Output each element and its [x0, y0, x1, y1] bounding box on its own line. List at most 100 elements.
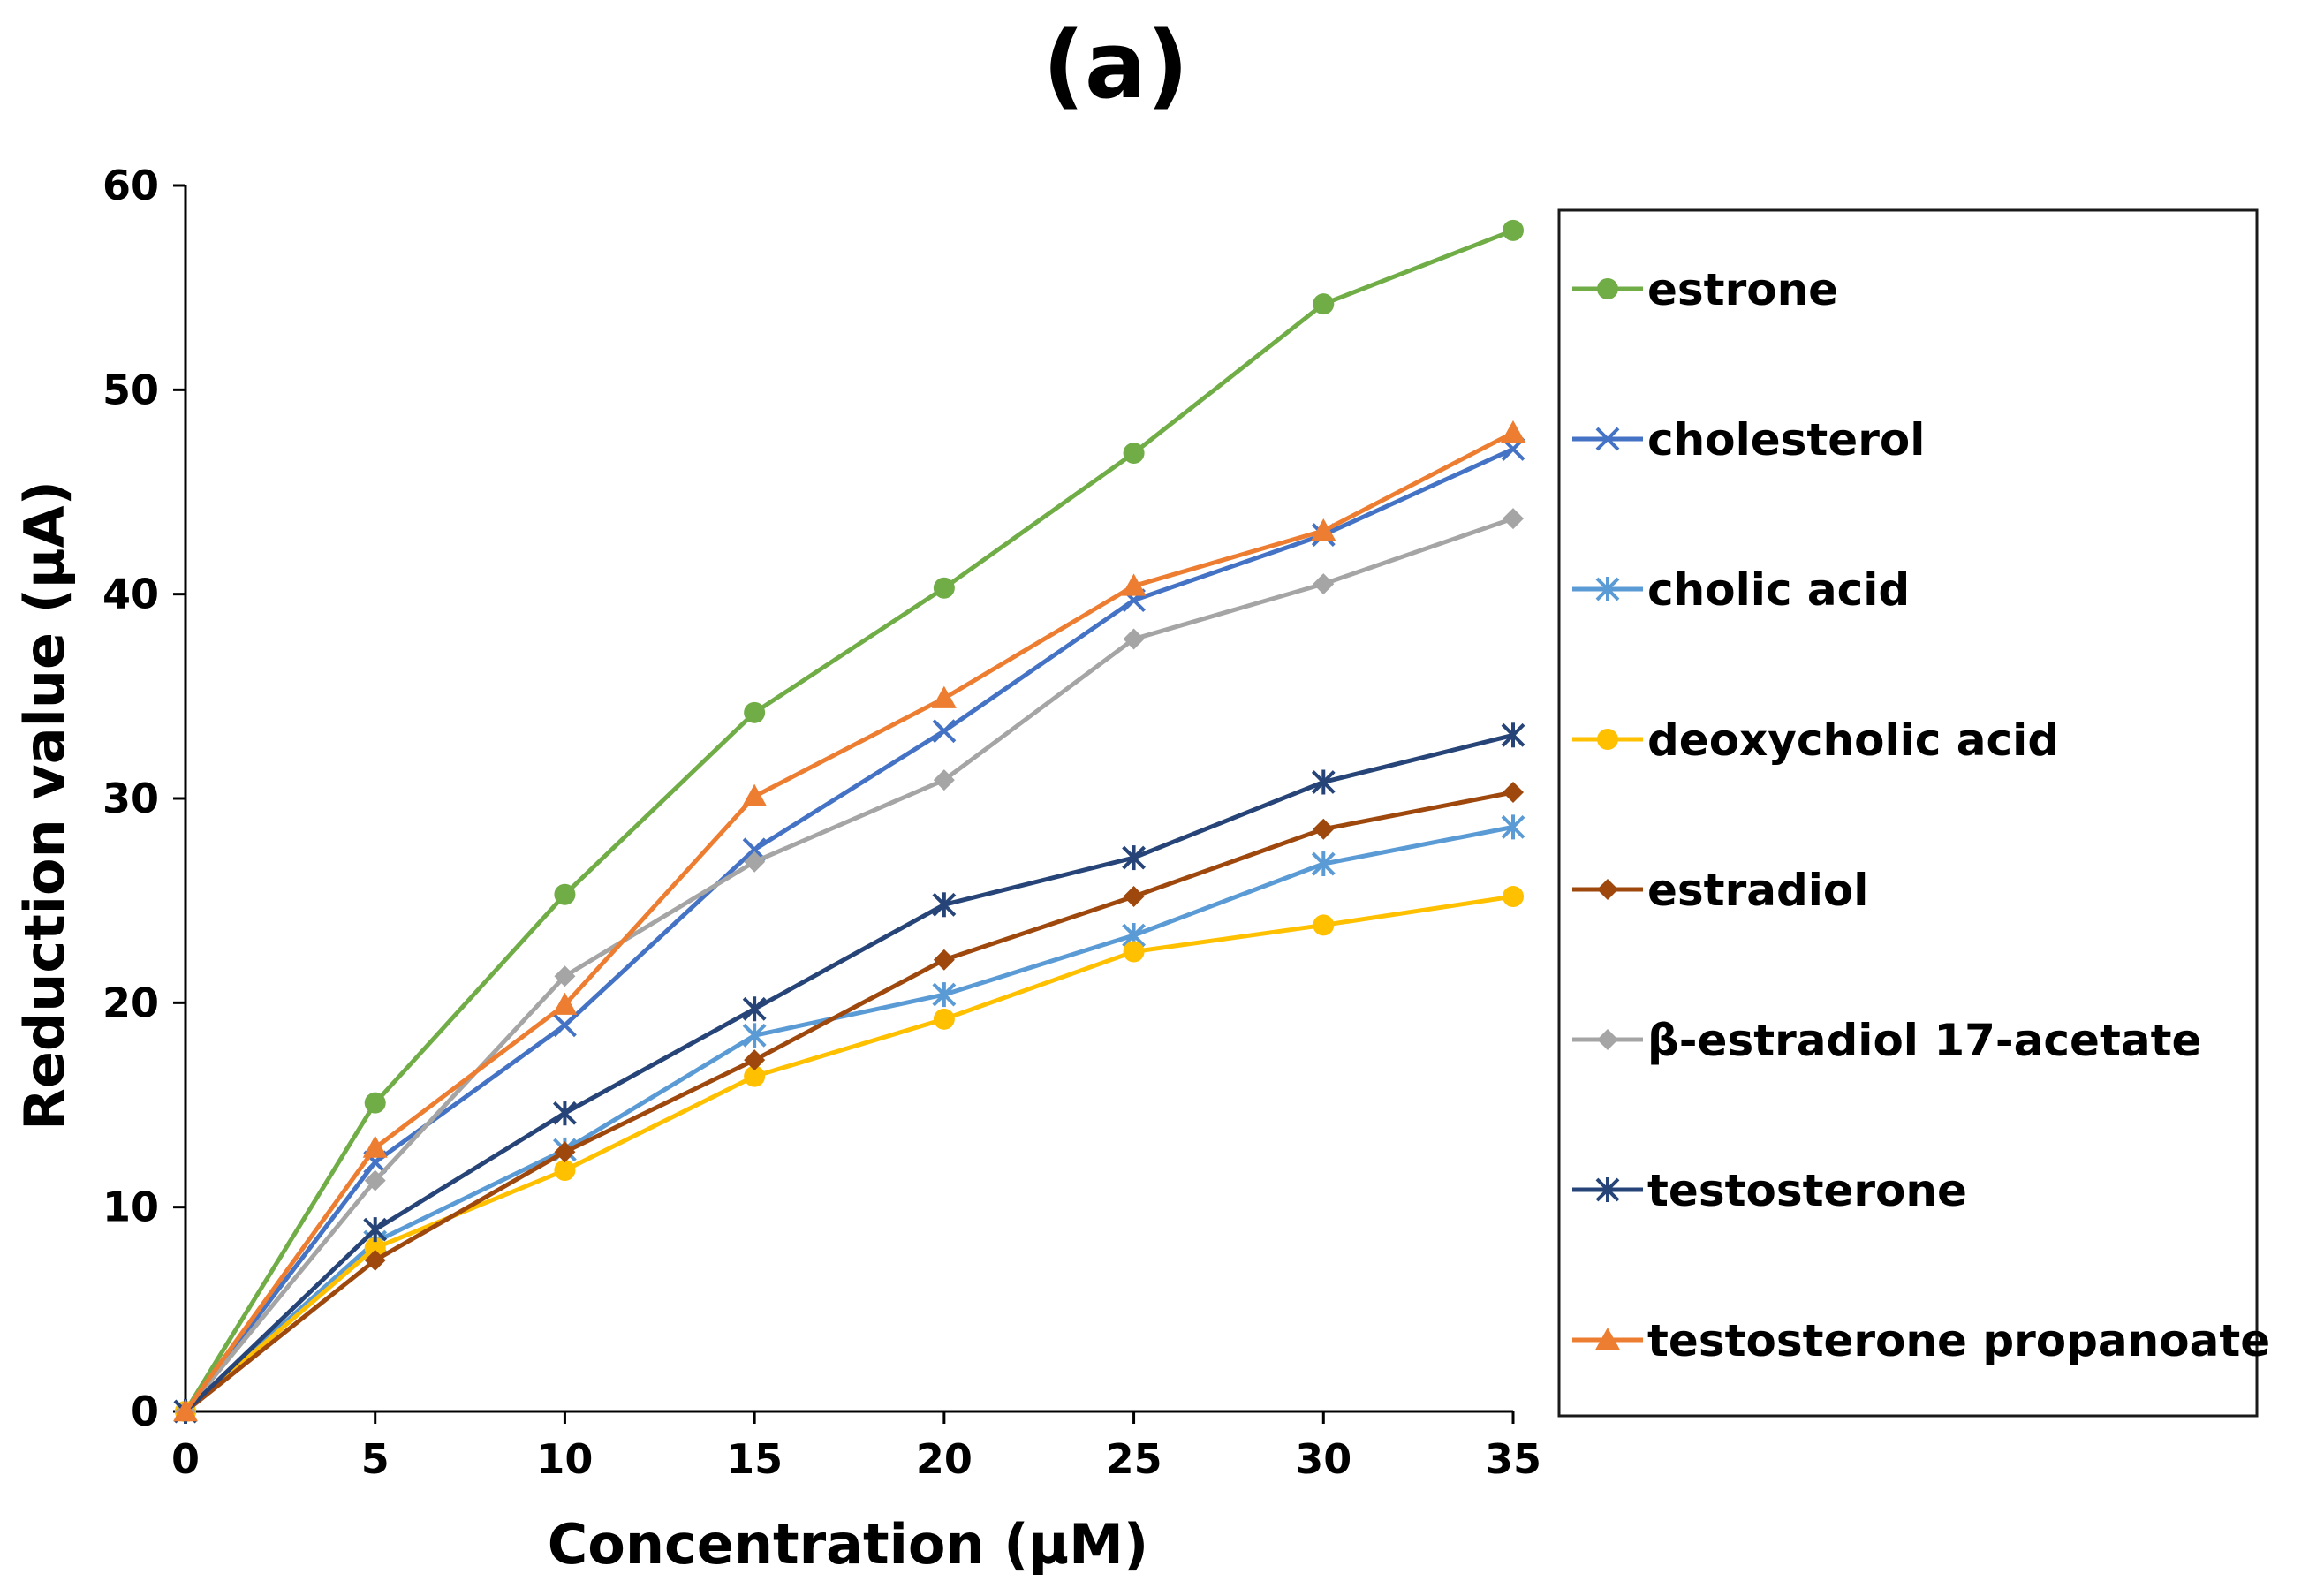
x-tick-label: 15: [726, 1435, 783, 1483]
legend-marker: [1597, 278, 1618, 299]
x-tick-label: 10: [536, 1435, 593, 1483]
data-point: [932, 719, 957, 744]
series-line: [184, 894, 1514, 1413]
data-point: [1121, 573, 1147, 596]
legend-label: β-estradiol 17-acetate: [1647, 1015, 2201, 1066]
legend-marker: [1595, 577, 1620, 601]
data-point: [553, 1101, 577, 1126]
x-tick-label: 5: [361, 1435, 390, 1483]
data-point: [1503, 508, 1524, 530]
axes: 0 10 20 30 40 50 60 0 5 10 15 20 25 30 35: [102, 162, 1541, 1483]
y-tick-label: 0: [131, 1388, 159, 1435]
legend-marker: [1597, 879, 1618, 900]
data-point: [552, 992, 578, 1015]
data-point: [1311, 769, 1336, 795]
x-tick-label: 35: [1485, 1435, 1541, 1483]
legend-marker: [1595, 427, 1620, 451]
data-point: [1311, 851, 1336, 877]
legend-label: deoxycholic acid: [1647, 715, 2059, 766]
data-point: [1123, 628, 1145, 650]
data-point: [1501, 814, 1525, 840]
data-point: [933, 769, 955, 791]
legend-item: estradiol: [1572, 865, 1868, 916]
data-point: [1123, 886, 1145, 908]
data-point: [1501, 722, 1525, 748]
data-point: [364, 1237, 386, 1259]
data-point: [1122, 845, 1146, 871]
x-tick-label: 20: [916, 1435, 973, 1483]
legend-item: testosterone propanoate: [1572, 1315, 2270, 1366]
data-point: [553, 1013, 577, 1038]
data-point: [744, 1065, 766, 1087]
data-point: [1313, 818, 1335, 840]
data-point: [1313, 293, 1335, 315]
legend-marker: [1597, 1029, 1618, 1050]
data-point: [364, 1092, 386, 1114]
data-point: [1501, 420, 1525, 443]
data-point: [1311, 518, 1336, 541]
series-line: [183, 430, 1515, 1413]
data-point: [932, 892, 957, 918]
data-point: [1123, 941, 1145, 963]
data-point: [742, 1023, 767, 1048]
data-point: [933, 577, 955, 599]
legend-label: cholesterol: [1647, 414, 1925, 465]
legend-label: estrone: [1647, 264, 1838, 315]
series-line: [184, 732, 1514, 1413]
y-tick-label: 60: [102, 162, 159, 209]
data-point: [1313, 573, 1335, 595]
y-tick-label: 20: [102, 979, 159, 1026]
y-tick-label: 10: [102, 1184, 159, 1231]
data-point: [554, 883, 576, 905]
legend-marker: [1595, 1328, 1620, 1350]
series-cholic-acid: [173, 814, 1525, 1424]
data-point: [931, 685, 957, 708]
series--estradiol-17-acetate: [175, 508, 1524, 1422]
series-line: [183, 228, 1514, 1413]
data-point: [364, 1169, 386, 1191]
x-tick-label: 0: [171, 1435, 200, 1483]
chart-title: (a): [1042, 11, 1188, 119]
series-line: [184, 790, 1514, 1413]
data-point: [744, 851, 766, 873]
data-point: [1123, 443, 1145, 465]
series-testosterone-propanoate: [173, 420, 1525, 1422]
y-tick-label: 30: [102, 775, 159, 822]
legend-box: [1557, 208, 2259, 1418]
data-point: [742, 783, 768, 806]
data-point: [933, 1008, 955, 1030]
x-tick-label: 25: [1106, 1435, 1162, 1483]
series-line: [184, 447, 1515, 1413]
y-axis-title: Reduction value (µA): [12, 480, 77, 1131]
legend-item: cholesterol: [1572, 414, 1925, 465]
legend-item: testosterone: [1572, 1165, 1967, 1216]
series-line: [184, 824, 1514, 1413]
data-point: [1313, 914, 1335, 936]
data-point: [1503, 886, 1524, 908]
y-tick-label: 50: [102, 366, 159, 413]
series-testosterone: [173, 722, 1525, 1424]
data-point: [1503, 219, 1524, 241]
series-layer: [173, 219, 1525, 1424]
legend-marker: [1597, 729, 1618, 750]
data-point: [362, 1135, 388, 1158]
data-point: [363, 1217, 388, 1243]
legend-label: estradiol: [1647, 865, 1868, 916]
data-point: [1503, 782, 1524, 804]
legend-item: deoxycholic acid: [1572, 715, 2059, 766]
data-point: [554, 1141, 576, 1163]
data-point: [744, 701, 766, 723]
legend-marker: [1595, 1177, 1620, 1202]
data-point: [554, 965, 576, 987]
legend-item: cholic acid: [1572, 564, 1910, 616]
y-tick-label: 40: [102, 571, 159, 618]
data-point: [364, 1249, 386, 1271]
legend-item: estrone: [1572, 264, 1838, 315]
legend-label: testosterone: [1647, 1165, 1967, 1216]
x-tick-label: 30: [1295, 1435, 1351, 1483]
data-point: [933, 949, 955, 971]
x-axis-title: Concentration (µM): [548, 1512, 1148, 1577]
legend: estrone cholesterol cholic acid deoxycholic…: [1557, 208, 2270, 1418]
data-point: [173, 1399, 198, 1422]
